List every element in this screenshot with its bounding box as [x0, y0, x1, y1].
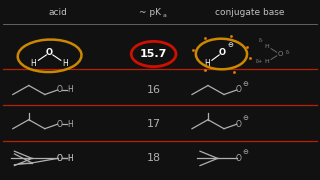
Text: δ-: δ- — [286, 50, 290, 55]
Text: 16: 16 — [147, 85, 161, 95]
Text: H: H — [31, 58, 36, 68]
Text: 17: 17 — [147, 119, 161, 129]
Text: H: H — [265, 44, 269, 49]
Text: ~ pK: ~ pK — [140, 8, 161, 17]
Text: O: O — [277, 51, 283, 57]
Text: O: O — [56, 120, 62, 129]
Text: ⊖: ⊖ — [228, 42, 233, 48]
Text: ⊖: ⊖ — [243, 149, 248, 155]
Text: O: O — [46, 48, 53, 57]
Text: O: O — [56, 154, 62, 163]
Text: H: H — [204, 58, 210, 68]
Text: H: H — [67, 120, 73, 129]
Text: H: H — [63, 58, 68, 68]
Text: acid: acid — [48, 8, 67, 17]
Text: O: O — [236, 154, 241, 163]
Text: a: a — [163, 13, 167, 18]
Text: δ+: δ+ — [256, 59, 263, 64]
Text: H: H — [67, 154, 73, 163]
Text: O: O — [236, 120, 241, 129]
Text: O: O — [236, 86, 241, 94]
Text: H: H — [265, 59, 269, 64]
Text: 15.7: 15.7 — [140, 49, 167, 59]
Text: δ-: δ- — [259, 38, 263, 43]
Text: O: O — [56, 86, 62, 94]
Text: O: O — [219, 48, 226, 57]
Text: conjugate base: conjugate base — [215, 8, 284, 17]
Text: 18: 18 — [147, 153, 161, 163]
Text: ⊖: ⊖ — [243, 81, 248, 87]
Text: O: O — [56, 154, 62, 163]
Text: H: H — [67, 86, 73, 94]
Text: ⊖: ⊖ — [243, 115, 248, 121]
Text: H: H — [67, 154, 73, 163]
